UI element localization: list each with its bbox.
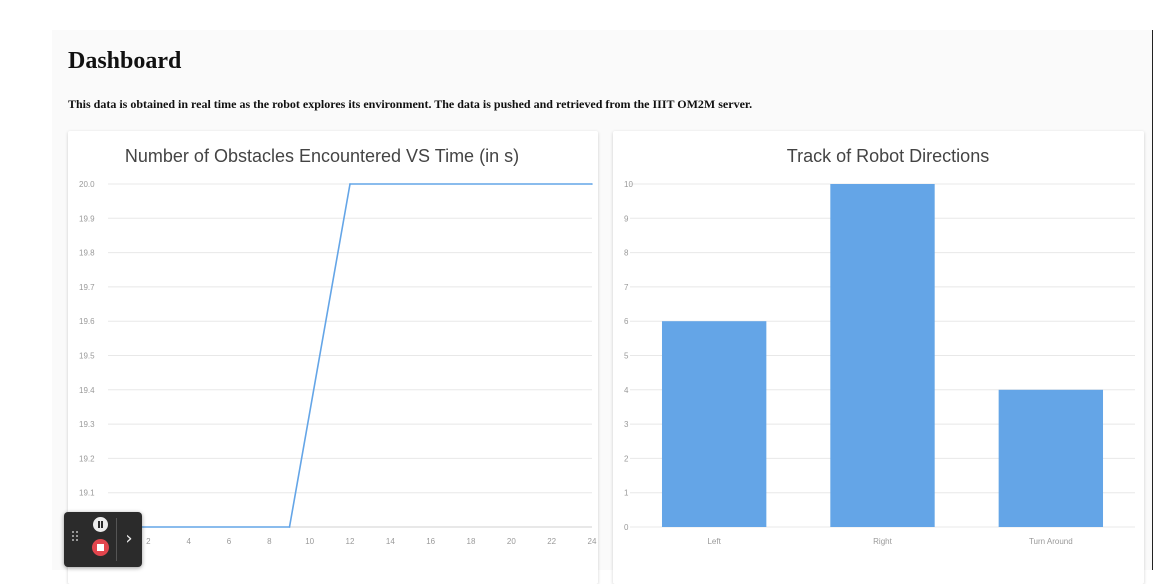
- bar-left: [661, 321, 767, 527]
- y-tick-label: 9: [624, 214, 629, 223]
- data-point: [349, 183, 351, 185]
- y-tick-label: 19.9: [79, 214, 95, 223]
- directions-chart-title: Track of Robot Directions: [787, 146, 989, 166]
- obstacles-chart-card: Number of Obstacles Encountered VS Time …: [68, 131, 598, 584]
- x-tick-label: Right: [873, 537, 892, 546]
- y-tick-label: 19.6: [79, 317, 95, 326]
- directions-chart-card: Track of Robot Directions 0 1 2 3 4 5 6 7 8 9 10 Le…: [613, 131, 1144, 584]
- data-point: [288, 526, 291, 528]
- y-tick-label: 0: [624, 523, 629, 532]
- x-tick-label: 12: [346, 537, 355, 546]
- x-tick-label: Turn Around: [1029, 537, 1073, 546]
- directions-bar-chart: Track of Robot Directions 0 1 2 3 4 5 6 7 8 9 10 Le…: [624, 146, 1135, 546]
- y-tick-label: 3: [624, 420, 629, 429]
- obstacles-chart-title: Number of Obstacles Encountered VS Time …: [125, 146, 519, 166]
- y-tick-label: 1: [624, 489, 629, 498]
- x-tick-label: 4: [186, 537, 191, 546]
- y-tick-label: 10: [624, 180, 633, 189]
- obstacles-series-line: [108, 183, 592, 528]
- y-tick-label: 8: [624, 249, 629, 258]
- x-tick-label: 2: [146, 537, 151, 546]
- y-tick-label: 19.3: [79, 420, 95, 429]
- stop-button[interactable]: [92, 539, 109, 556]
- x-tick-label: 16: [426, 537, 435, 546]
- x-tick-label: 18: [467, 537, 476, 546]
- x-tick-label: 6: [227, 537, 232, 546]
- y-tick-label: 7: [624, 283, 629, 292]
- drag-handle-icon[interactable]: [72, 531, 82, 545]
- y-tick-label: 19.2: [79, 454, 95, 463]
- y-tick-label: 19.4: [79, 386, 95, 395]
- window-edge: [1152, 30, 1153, 570]
- page-description: This data is obtained in real time as th…: [68, 97, 753, 111]
- x-tick-label: 20: [507, 537, 516, 546]
- y-tick-label: 4: [624, 386, 629, 395]
- page-title: Dashboard: [68, 48, 182, 74]
- y-tick-label: 19.7: [79, 283, 95, 292]
- y-tick-label: 20.0: [79, 180, 95, 189]
- y-tick-label: 19.8: [79, 249, 95, 258]
- x-tick-label: 10: [305, 537, 314, 546]
- bar-right: [830, 184, 935, 527]
- x-tick-label: 22: [547, 537, 556, 546]
- bar-turn-around: [998, 389, 1104, 527]
- chevron-right-icon[interactable]: ›: [125, 528, 133, 549]
- widget-divider: [116, 518, 117, 561]
- x-tick-label: Left: [707, 537, 721, 546]
- data-point: [591, 183, 593, 185]
- dashboard-page: Dashboard This data is obtained in real …: [52, 30, 1152, 584]
- y-tick-label: 2: [624, 454, 629, 463]
- y-tick-label: 19.5: [79, 352, 95, 361]
- obstacles-line-chart: Number of Obstacles Encountered VS Time …: [79, 146, 597, 546]
- x-tick-label: 14: [386, 537, 395, 546]
- pause-button[interactable]: [93, 517, 108, 532]
- x-tick-label: 24: [588, 537, 597, 546]
- y-tick-label: 5: [624, 352, 629, 361]
- x-tick-label: 8: [267, 537, 272, 546]
- recorder-widget[interactable]: ›: [64, 512, 142, 567]
- y-tick-label: 19.1: [79, 489, 95, 498]
- y-tick-label: 6: [624, 317, 629, 326]
